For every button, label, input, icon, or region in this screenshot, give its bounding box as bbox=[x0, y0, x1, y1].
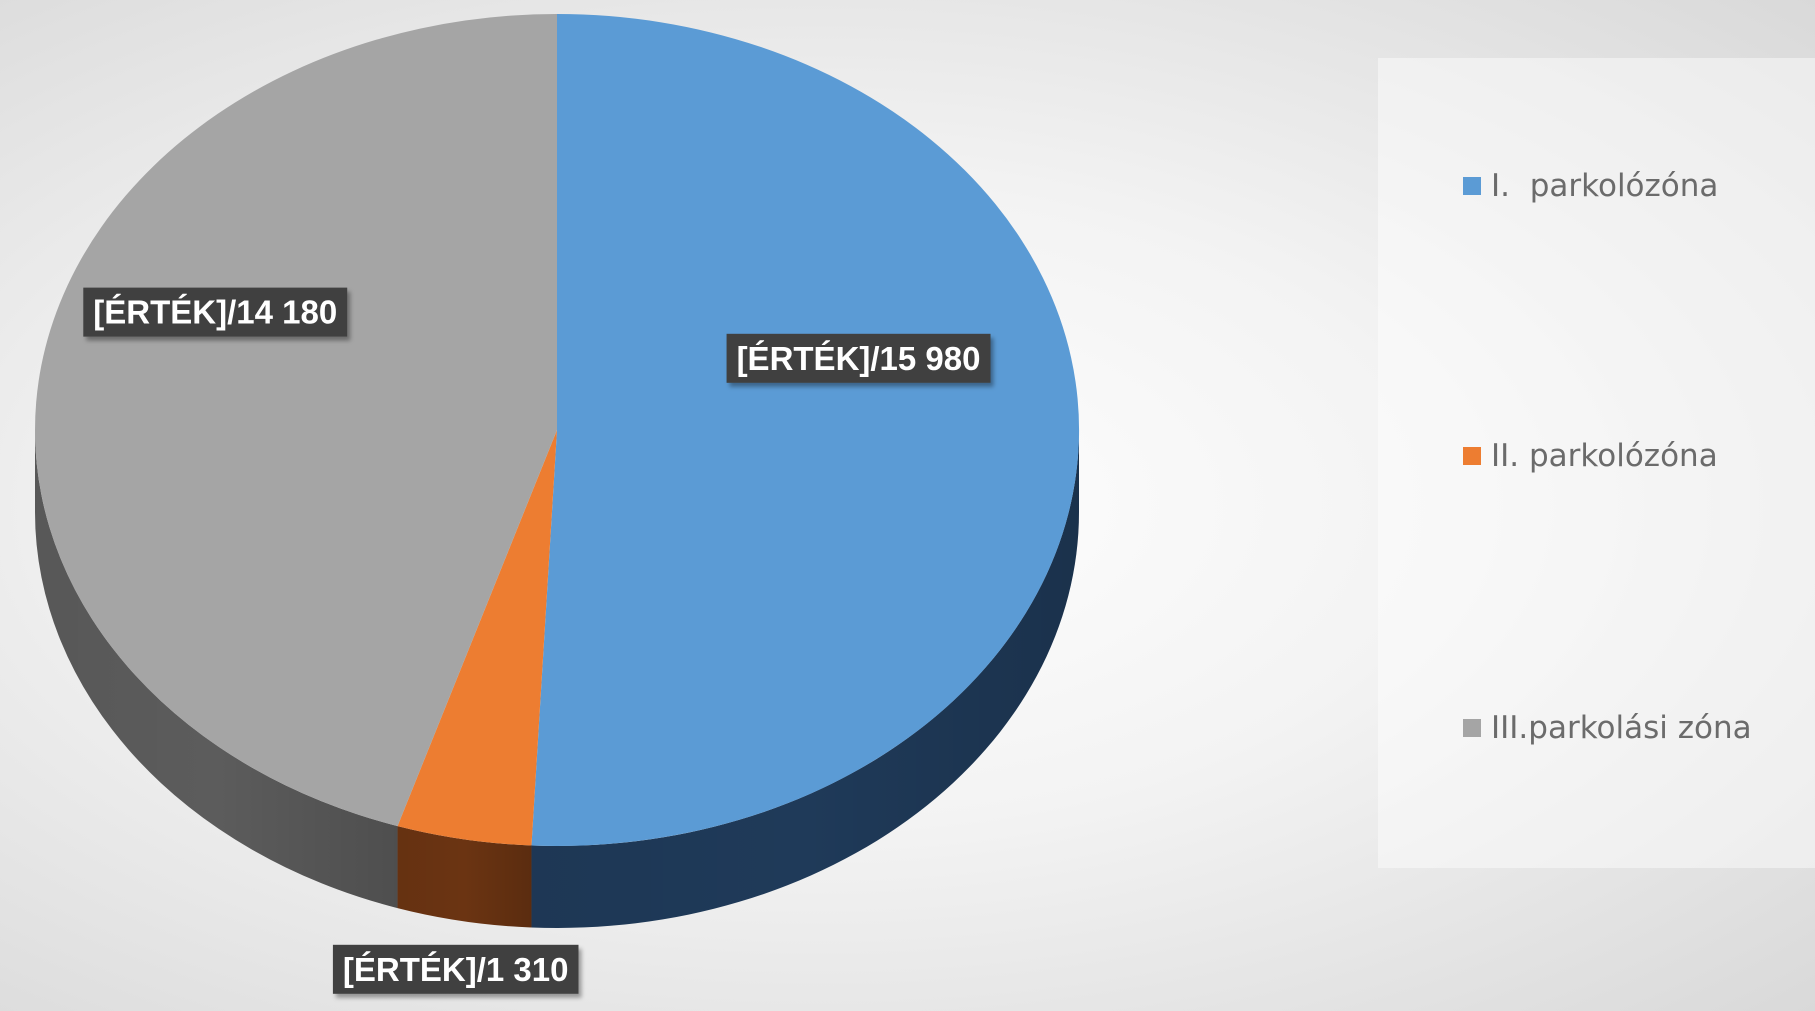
data-label-box-zone-3 bbox=[83, 287, 348, 337]
data-label-text-zone-2: [ÉRTÉK]/1 310 bbox=[343, 951, 569, 988]
data-label-text-zone-3: [ÉRTÉK]/14 180 bbox=[93, 294, 337, 331]
pie-sides bbox=[35, 430, 1079, 928]
legend-item-zone-3: III.parkolási zóna bbox=[1463, 710, 1752, 746]
pie-side-shade-zone-3 bbox=[35, 430, 398, 909]
legend-label-zone-2: II. parkolózóna bbox=[1491, 438, 1718, 474]
data-label-text-zone-1: [ÉRTÉK]/15 980 bbox=[737, 340, 981, 377]
legend-swatch-zone-3 bbox=[1463, 719, 1481, 737]
data-label-zone-1: [ÉRTÉK]/15 980 bbox=[726, 333, 991, 383]
legend-label-zone-3: III.parkolási zóna bbox=[1491, 710, 1752, 746]
legend: I. parkolózóna II. parkolózóna III.parko… bbox=[1378, 58, 1815, 868]
pie-tops bbox=[35, 13, 1080, 846]
legend-label-zone-1: I. parkolózóna bbox=[1491, 168, 1719, 204]
data-label-box-zone-1 bbox=[726, 333, 991, 383]
pie-slice-zone-3 bbox=[35, 14, 558, 827]
legend-swatch-zone-2 bbox=[1463, 447, 1481, 465]
legend-item-zone-2: II. parkolózóna bbox=[1463, 438, 1718, 474]
data-label-box-zone-2 bbox=[332, 944, 579, 994]
data-label-zone-2: [ÉRTÉK]/1 310 bbox=[332, 944, 579, 994]
pie-side-shade-zone-1 bbox=[531, 430, 1079, 928]
pie-slice-zone-1 bbox=[531, 13, 1080, 846]
legend-item-zone-1: I. parkolózóna bbox=[1463, 168, 1718, 204]
legend-swatch-zone-1 bbox=[1463, 177, 1481, 195]
data-label-zone-3: [ÉRTÉK]/14 180 bbox=[83, 287, 348, 337]
pie-labels: [ÉRTÉK]/15 980 [ÉRTÉK]/1 310 [ÉRTÉK]/14 18… bbox=[83, 287, 991, 994]
pie-slice-zone-2 bbox=[397, 430, 557, 846]
pie-side-shade-zone-2 bbox=[397, 826, 532, 928]
